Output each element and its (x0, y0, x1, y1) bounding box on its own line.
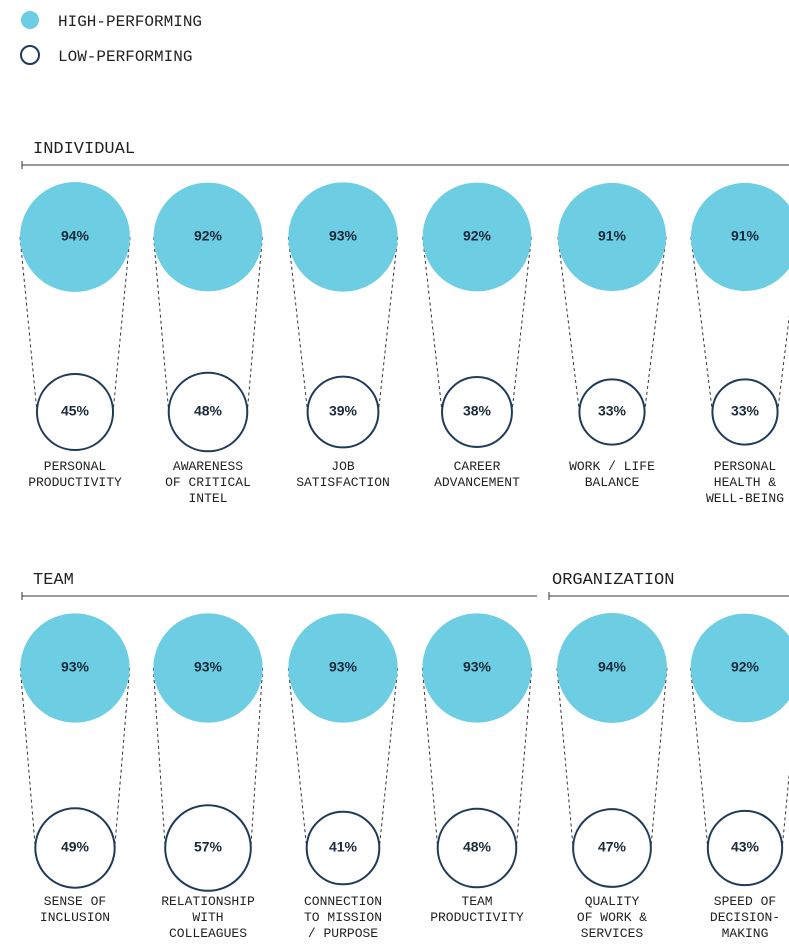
high-bubble (690, 613, 789, 723)
value-label: 41% (329, 839, 358, 855)
high-bubble (153, 613, 263, 723)
connector (152, 667, 166, 849)
connector (421, 667, 439, 849)
connector (19, 236, 38, 413)
connector (511, 236, 532, 413)
section-title: TEAM (33, 571, 74, 590)
low-bubble (711, 378, 779, 446)
high-bubble (690, 182, 789, 292)
low-bubble (706, 809, 784, 887)
high-bubble (288, 182, 398, 292)
connector (556, 667, 574, 849)
category-label: QUALITY OF WORK & SERVICES (577, 894, 647, 941)
value-label: 91% (731, 228, 760, 244)
low-bubble (305, 810, 381, 886)
section-title: ORGANIZATION (552, 571, 674, 590)
value-label: 48% (194, 403, 223, 419)
connector (422, 236, 443, 413)
connector (378, 667, 399, 849)
value-label: 57% (194, 839, 223, 855)
connector (777, 314, 789, 413)
category-label: AWARENESS OF CRITICAL INTEL (165, 459, 251, 506)
category-label: TEAM PRODUCTIVITY (430, 894, 524, 925)
category-label: CONNECTION TO MISSION / PURPOSE (304, 894, 382, 941)
value-label: 93% (61, 659, 90, 675)
category-label: PERSONAL HEALTH & WELL-BEING (706, 459, 784, 506)
high-bubble (20, 182, 130, 292)
connector (287, 667, 308, 849)
connector (287, 236, 309, 413)
low-bubble (436, 807, 518, 889)
value-label: 48% (463, 839, 492, 855)
low-bubble (441, 376, 513, 448)
legend-label: LOW-PERFORMING (58, 48, 192, 66)
connector (112, 236, 131, 413)
high-bubble (153, 182, 263, 292)
connector (19, 667, 36, 849)
low-bubble (306, 375, 380, 449)
connector (557, 236, 580, 413)
value-label: 49% (61, 839, 90, 855)
connector (690, 667, 709, 849)
connector (250, 667, 264, 849)
value-label: 92% (194, 228, 223, 244)
low-bubble (572, 808, 652, 888)
connector (690, 236, 713, 413)
high-bubble (422, 613, 532, 723)
low-bubble (35, 372, 115, 452)
category-label: JOB SATISFACTION (296, 459, 390, 490)
value-label: 93% (463, 659, 492, 675)
category-label: SENSE OF INCLUSION (40, 894, 110, 925)
high-bubble (288, 613, 398, 723)
high-bubble (557, 182, 667, 292)
connector (515, 667, 533, 849)
value-label: 92% (731, 659, 760, 675)
low-bubble (578, 378, 646, 446)
value-label: 94% (61, 228, 90, 244)
connector (781, 771, 789, 849)
legend-swatch (20, 45, 40, 65)
value-label: 45% (61, 403, 90, 419)
value-label: 47% (598, 839, 627, 855)
legend-label: HIGH-PERFORMING (58, 13, 202, 31)
category-label: SPEED OF DECISION-MAKING (710, 894, 780, 941)
value-label: 93% (329, 659, 358, 675)
value-label: 94% (598, 659, 627, 675)
category-label: RELATIONSHIP WITH COLLEAGUES (161, 894, 255, 941)
high-bubble (422, 182, 532, 292)
value-label: 38% (463, 403, 492, 419)
connector (377, 236, 399, 413)
value-label: 93% (194, 659, 223, 675)
low-bubble (167, 371, 249, 453)
value-label: 33% (598, 403, 627, 419)
low-bubble (34, 807, 116, 889)
high-bubble (20, 613, 130, 723)
low-bubble (164, 804, 252, 892)
connector (246, 236, 263, 413)
value-label: 43% (731, 839, 760, 855)
value-label: 92% (463, 228, 492, 244)
legend-swatch (21, 11, 39, 29)
category-label: WORK / LIFE BALANCE (569, 459, 655, 490)
category-label: PERSONAL PRODUCTIVITY (28, 459, 122, 490)
section-title: INDIVIDUAL (33, 140, 135, 159)
connector (114, 667, 131, 849)
connector (644, 236, 667, 413)
value-label: 91% (598, 228, 627, 244)
connector (153, 236, 170, 413)
value-label: 93% (329, 228, 358, 244)
category-label: CAREER ADVANCEMENT (434, 459, 520, 490)
value-label: 33% (731, 403, 760, 419)
connector (650, 667, 668, 849)
value-label: 39% (329, 403, 358, 419)
high-bubble (557, 613, 667, 723)
